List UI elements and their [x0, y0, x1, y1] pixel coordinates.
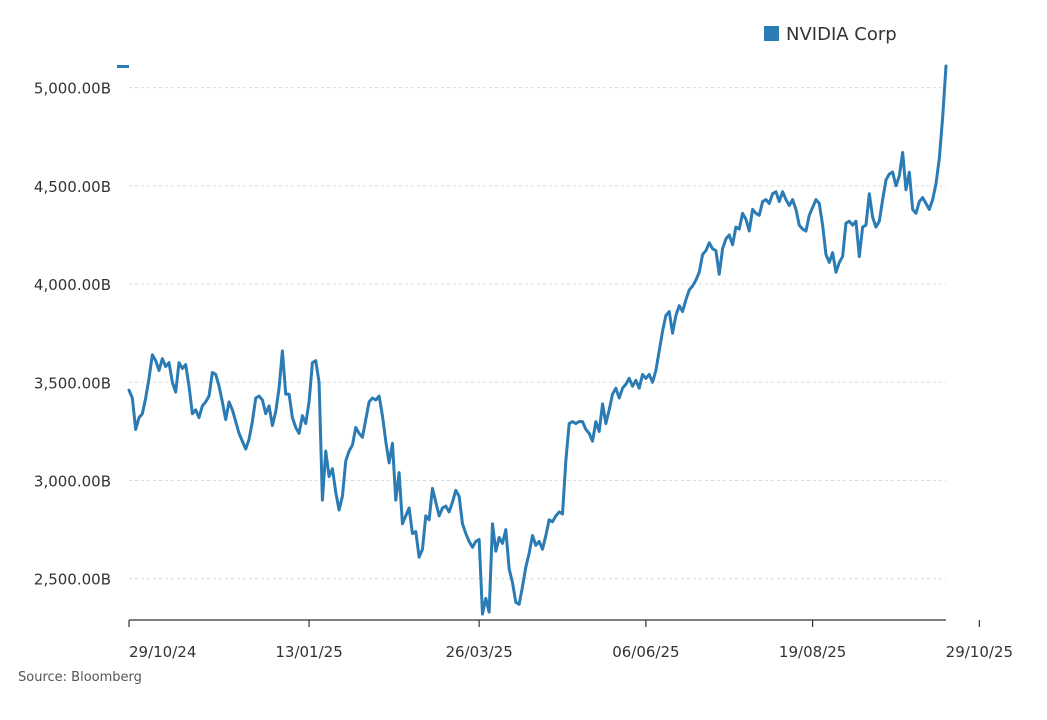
x-tick-label: 29/10/25	[946, 643, 1013, 661]
y-axis-top-marker	[117, 65, 129, 68]
legend-swatch-icon	[764, 26, 779, 41]
gridlines	[129, 87, 946, 580]
x-tick-label: 19/08/25	[779, 643, 846, 661]
y-tick-label: 3,000.00B	[34, 473, 111, 491]
x-tick-label: 29/10/24	[129, 643, 196, 661]
series-line-nvidia-corp	[127, 64, 948, 616]
y-tick-label: 4,500.00B	[34, 178, 111, 196]
x-tick-label: 06/06/25	[612, 643, 679, 661]
legend-label: NVIDIA Corp	[786, 24, 897, 45]
y-tick-label: 4,000.00B	[34, 276, 111, 294]
legend[interactable]: NVIDIA Corp	[764, 24, 897, 45]
y-axis-ticks: 2,500.00B 3,000.00B 3,500.00B 4,000.00B 4,50…	[34, 80, 111, 589]
source-note: Source: Bloomberg	[18, 670, 142, 685]
x-tick-label: 26/03/25	[445, 643, 512, 661]
x-axis-ticks: 29/10/24 13/01/25 26/03/25 06/06/25 19/08/25…	[128, 620, 1013, 661]
y-tick-label: 3,500.00B	[34, 374, 111, 392]
series-layer	[127, 64, 948, 616]
y-tick-label: 2,500.00B	[34, 571, 111, 589]
y-tick-label: 5,000.00B	[34, 80, 111, 98]
x-tick-label: 13/01/25	[275, 643, 342, 661]
